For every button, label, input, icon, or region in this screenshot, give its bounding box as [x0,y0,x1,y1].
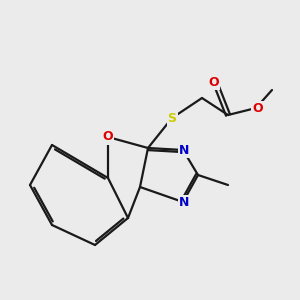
Text: O: O [208,76,219,88]
Text: O: O [103,130,113,143]
Text: N: N [179,143,190,157]
Text: S: S [167,112,176,124]
Text: O: O [252,101,263,115]
Text: N: N [179,196,190,208]
